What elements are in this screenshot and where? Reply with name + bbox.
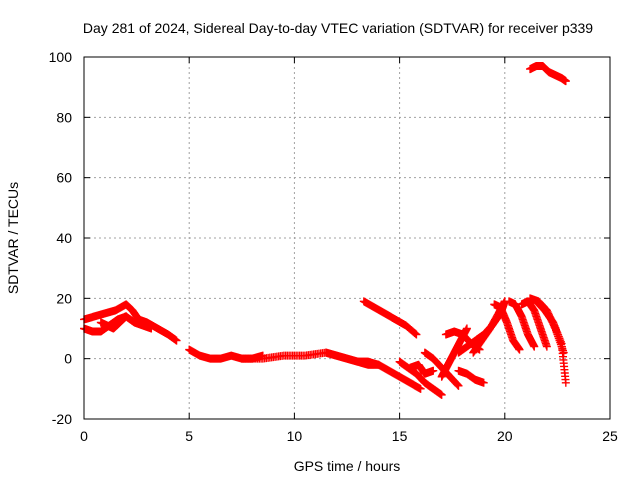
- y-tick-label: 100: [49, 49, 73, 65]
- x-tick-label: 0: [80, 428, 88, 444]
- data-point: [454, 381, 463, 390]
- series-arc3: [96, 312, 131, 333]
- series-arc17: [505, 297, 539, 351]
- data-point: [122, 312, 131, 321]
- data-point: [553, 329, 562, 338]
- data-point: [556, 337, 565, 346]
- data-point: [462, 324, 471, 333]
- y-tick-label: -20: [52, 411, 72, 427]
- x-tick-label: 25: [602, 428, 618, 444]
- data-point: [515, 345, 524, 354]
- data-point: [554, 330, 563, 339]
- data-point: [561, 77, 570, 86]
- series-arc20: [532, 297, 570, 387]
- data-point: [554, 332, 563, 341]
- series-arc16: [490, 300, 524, 354]
- data-point: [411, 329, 420, 338]
- plot-frame: [83, 56, 611, 420]
- data-point: [552, 327, 561, 336]
- series-arc7: [359, 297, 421, 339]
- x-tick-label: 10: [287, 428, 303, 444]
- series-arc18: [517, 297, 551, 351]
- data-point: [551, 325, 560, 334]
- x-axis-label: GPS time / hours: [294, 458, 401, 474]
- data-point: [551, 323, 560, 332]
- y-tick-label: 20: [56, 290, 72, 306]
- data-point: [530, 342, 539, 351]
- data-point: [550, 321, 559, 330]
- x-tick-label: 5: [185, 428, 193, 444]
- tick-layer: 0 5 10 15 20 25 -20 0 20 40 60 80 100: [49, 49, 618, 444]
- series-arc8: [395, 357, 446, 399]
- series-arc14: [454, 366, 488, 387]
- y-tick-label: 40: [56, 230, 72, 246]
- point-layer: [80, 62, 570, 399]
- data-point: [429, 366, 438, 375]
- data-point: [172, 336, 181, 345]
- y-tick-label: 80: [56, 109, 72, 125]
- y-tick-label: 60: [56, 170, 72, 186]
- series-arc21: [526, 62, 570, 86]
- data-point: [412, 330, 421, 339]
- data-point: [147, 324, 156, 333]
- data-point: [453, 380, 462, 389]
- x-tick-label: 20: [497, 428, 513, 444]
- x-tick-label: 15: [392, 428, 408, 444]
- y-tick-label: 0: [64, 351, 72, 367]
- series-arc9: [406, 360, 438, 378]
- data-point: [437, 390, 446, 399]
- series-arc6: [321, 348, 425, 393]
- data-point: [549, 318, 558, 327]
- data-point: [479, 378, 488, 387]
- chart-title: Day 281 of 2024, Sidereal Day-to-day VTE…: [83, 20, 593, 36]
- data-point: [556, 336, 565, 345]
- y-axis-label: SDTVAR / TECUs: [5, 182, 21, 294]
- data-point: [561, 378, 570, 387]
- data-point: [549, 320, 558, 329]
- data-point: [453, 381, 462, 390]
- data-point: [555, 334, 564, 343]
- data-point: [542, 342, 551, 351]
- grid-layer: [84, 57, 610, 419]
- data-point: [410, 329, 419, 338]
- data-point: [416, 384, 425, 393]
